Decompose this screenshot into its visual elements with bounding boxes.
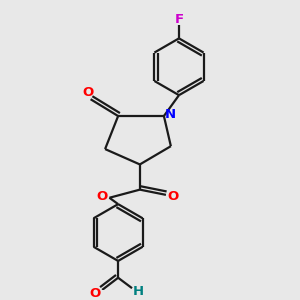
Text: O: O (89, 287, 100, 300)
Text: H: H (132, 285, 143, 298)
Text: F: F (174, 13, 184, 26)
Text: O: O (96, 190, 107, 203)
Text: O: O (82, 86, 94, 99)
Text: O: O (168, 190, 179, 203)
Text: N: N (165, 108, 176, 121)
